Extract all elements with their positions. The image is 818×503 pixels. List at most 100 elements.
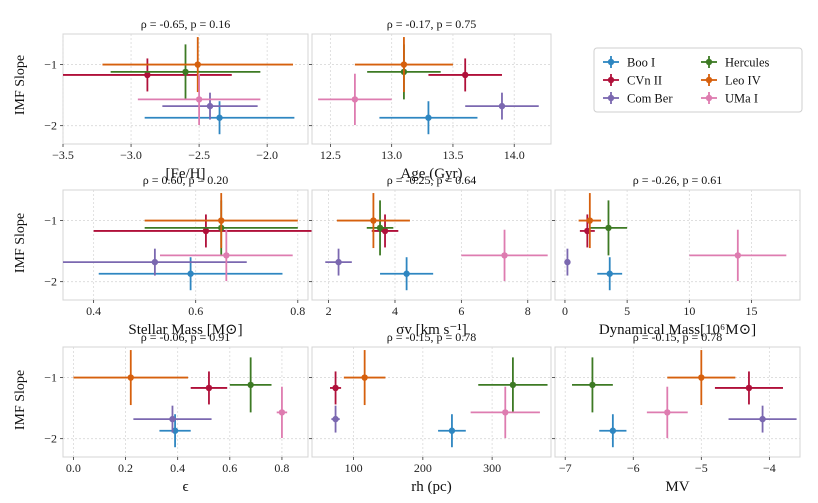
point-marker <box>127 374 134 381</box>
data-point-hercules <box>478 357 548 413</box>
legend-label: Hercules <box>725 56 770 70</box>
panel-title: ρ = -0.15, p = 0.78 <box>633 330 723 344</box>
point-marker <box>205 384 213 392</box>
x-axis-label: Stellar Mass [M⊙] <box>128 322 242 338</box>
point-marker <box>589 381 596 389</box>
point-marker <box>462 71 469 79</box>
legend-entry-cvn-ii: CVn II <box>603 74 662 88</box>
data-point-com-ber <box>162 92 258 120</box>
x-tick-label: 0.2 <box>118 461 133 475</box>
panel-7: 100 200 300 ρ = -0.15, p = 0.78 rh (pc) <box>309 330 552 495</box>
x-axis-label: Age (Gyr) <box>400 166 462 182</box>
x-tick-label: 0.8 <box>274 461 289 475</box>
x-tick-label: 100 <box>345 461 363 475</box>
x-tick-label: 8 <box>525 304 531 318</box>
x-tick-label: 13.5 <box>442 148 463 162</box>
x-tick-label: 12.5 <box>320 148 341 162</box>
point-marker <box>171 427 179 434</box>
x-tick-label: 13.0 <box>381 148 402 162</box>
data-point-uma-i <box>276 386 288 439</box>
point-marker <box>335 258 342 266</box>
point-marker <box>169 415 176 423</box>
point-marker <box>332 384 339 392</box>
legend-marker-dot <box>705 76 713 84</box>
x-axis-label: ϵ <box>182 479 188 495</box>
data-point-hercules <box>366 200 394 256</box>
legend-frame <box>593 47 803 113</box>
point-marker <box>351 96 359 103</box>
point-marker <box>734 252 742 259</box>
point-marker <box>370 217 377 224</box>
data-point-uma-i <box>137 73 261 126</box>
x-tick-label: 6 <box>458 304 464 318</box>
x-tick-label: 0.4 <box>170 461 185 475</box>
x-tick-label: 14.0 <box>504 148 525 162</box>
y-tick-label: −1 <box>44 371 57 385</box>
point-marker <box>182 68 189 76</box>
data-point-leo-iv <box>343 350 386 406</box>
x-axis-label: MV <box>665 479 689 495</box>
data-point-uma-i <box>159 229 293 282</box>
panel-1: −3.5 −3.0 −2.5 −2.0 −1 −2 ρ = -0.65, p = 0.16 [… <box>44 17 309 182</box>
data-point-hercules <box>229 357 272 413</box>
panel-title: ρ = -0.06, p = 0.91 <box>141 330 231 344</box>
data-point-leo-iv <box>667 350 736 406</box>
legend-entry-leo-iv: Leo IV <box>701 74 761 88</box>
legend-label: CVn II <box>627 74 662 88</box>
point-marker <box>223 252 230 259</box>
plot-area <box>311 33 552 145</box>
x-tick-label: 0.4 <box>86 304 101 318</box>
legend: Boo I CVn II Com Ber Hercules Leo IV UMa I <box>593 47 803 113</box>
panel-3: 0.4 0.6 0.8 −1 −2 ρ = 0.60, p = 0.20 Stellar M… <box>44 173 319 338</box>
x-tick-label: 0.6 <box>188 304 203 318</box>
row1-ylabel: IMF Slope <box>13 55 28 115</box>
legend-label: Com Ber <box>627 92 673 106</box>
x-tick-label: 0.0 <box>66 461 81 475</box>
data-point-leo-iv <box>102 37 294 93</box>
panel-5: 0 5 10 15 ρ = -0.26, p = 0.61 Dynamical Mass[… <box>552 173 801 338</box>
data-point-boo-i <box>438 414 466 448</box>
panel-8: −7 −6 −5 −4 ρ = -0.15, p = 0.78 MV <box>552 330 801 495</box>
point-marker <box>202 227 210 235</box>
panels-group: −3.5 −3.0 −2.5 −2.0 −1 −2 ρ = -0.65, p = 0.16 [… <box>44 17 801 495</box>
panel-title: ρ = -0.15, p = 0.78 <box>387 330 477 344</box>
data-point-leo-iv <box>354 37 453 93</box>
data-point-uma-i <box>461 229 548 282</box>
point-marker <box>609 427 617 434</box>
x-tick-label: −7 <box>559 461 572 475</box>
data-point-cvn-ii <box>714 371 783 405</box>
point-marker <box>144 71 151 79</box>
point-marker <box>151 258 159 266</box>
x-tick-label: −2.0 <box>256 148 278 162</box>
x-tick-label: −4 <box>763 461 776 475</box>
point-marker <box>509 381 517 389</box>
point-marker <box>498 102 506 110</box>
x-tick-label: 300 <box>483 461 501 475</box>
point-marker <box>195 96 203 103</box>
data-point-uma-i <box>689 229 787 282</box>
point-marker <box>247 381 254 389</box>
legend-label: UMa I <box>725 92 758 106</box>
plot-area <box>62 189 309 301</box>
data-point-cvn-ii <box>190 371 228 405</box>
data-point-leo-iv <box>578 193 602 249</box>
y-tick-label: −1 <box>44 214 57 228</box>
data-point-cvn-ii <box>330 371 342 405</box>
y-tick-label: −1 <box>44 58 57 72</box>
data-point-leo-iv <box>144 193 298 249</box>
legend-marker-dot <box>607 94 615 102</box>
point-marker <box>376 224 384 232</box>
x-tick-label: −2.5 <box>188 148 210 162</box>
panel-title: ρ = -0.25, p = 0.64 <box>387 173 477 187</box>
legend-label: Leo IV <box>725 74 761 88</box>
x-tick-label: 2 <box>326 304 332 318</box>
plot-area <box>554 189 801 301</box>
data-point-uma-i <box>646 386 688 439</box>
x-tick-label: 5 <box>624 304 630 318</box>
point-marker <box>745 384 753 392</box>
data-point-hercules <box>589 200 628 256</box>
plot-area <box>311 346 552 458</box>
data-point-com-ber <box>63 248 247 276</box>
x-axis-label: [Fe/H] <box>166 166 206 182</box>
data-point-leo-iv <box>73 350 189 406</box>
